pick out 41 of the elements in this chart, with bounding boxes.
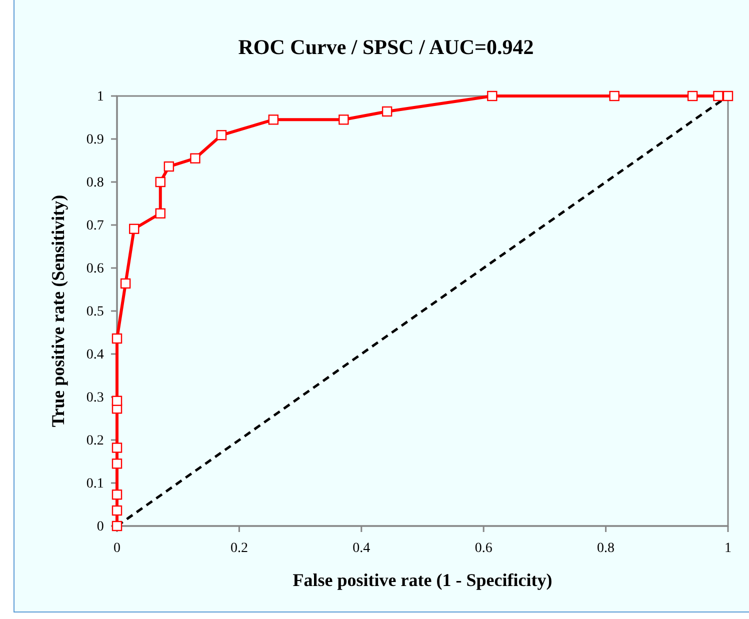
- point: [120, 278, 131, 289]
- x-tick-label: 1: [724, 540, 732, 556]
- point: [268, 114, 279, 125]
- x-tick-label: 0.4: [352, 540, 370, 556]
- x-tick-label: 0.2: [230, 540, 248, 556]
- point: [112, 458, 122, 469]
- point: [112, 490, 122, 500]
- point: [609, 90, 620, 102]
- y-tick-label: 0.8: [86, 175, 104, 190]
- point: [713, 90, 724, 102]
- x-tick-label: 0: [114, 540, 120, 556]
- point: [190, 153, 200, 164]
- y-tick-label: 0.5: [86, 304, 104, 320]
- y-tick-label: 1: [96, 89, 104, 104]
- point: [338, 114, 349, 125]
- point: [687, 90, 698, 102]
- y-tick-label: 0.3: [86, 390, 104, 406]
- y-axis-title: True positive rate (Sensitivity): [48, 194, 68, 428]
- x-axis-title: False positive rate (1 - Specificity): [292, 570, 552, 590]
- point: [722, 90, 734, 102]
- y-tick-label: 0.4: [86, 347, 104, 362]
- point: [155, 208, 166, 218]
- y-tick-label: 0.2: [86, 433, 104, 448]
- point: [129, 224, 140, 234]
- point: [112, 505, 122, 516]
- y-tick-label: 0: [96, 519, 104, 534]
- point: [155, 176, 166, 188]
- point: [164, 161, 174, 172]
- y-tick-label: 0.9: [86, 132, 104, 148]
- y-tick-label: 0.1: [86, 476, 104, 492]
- point: [112, 333, 122, 344]
- y-tick-label: 0.6: [86, 261, 104, 276]
- y-tick-label: 0.7: [86, 218, 104, 234]
- point: [382, 106, 392, 117]
- point: [487, 90, 498, 102]
- point: [216, 130, 227, 140]
- x-tick-label: 0.6: [474, 540, 492, 556]
- point: [112, 396, 122, 406]
- chart-title: ROC Curve / SPSC / AUC=0.942: [238, 35, 534, 59]
- x-tick-label: 0.8: [597, 540, 615, 556]
- point: [112, 442, 122, 453]
